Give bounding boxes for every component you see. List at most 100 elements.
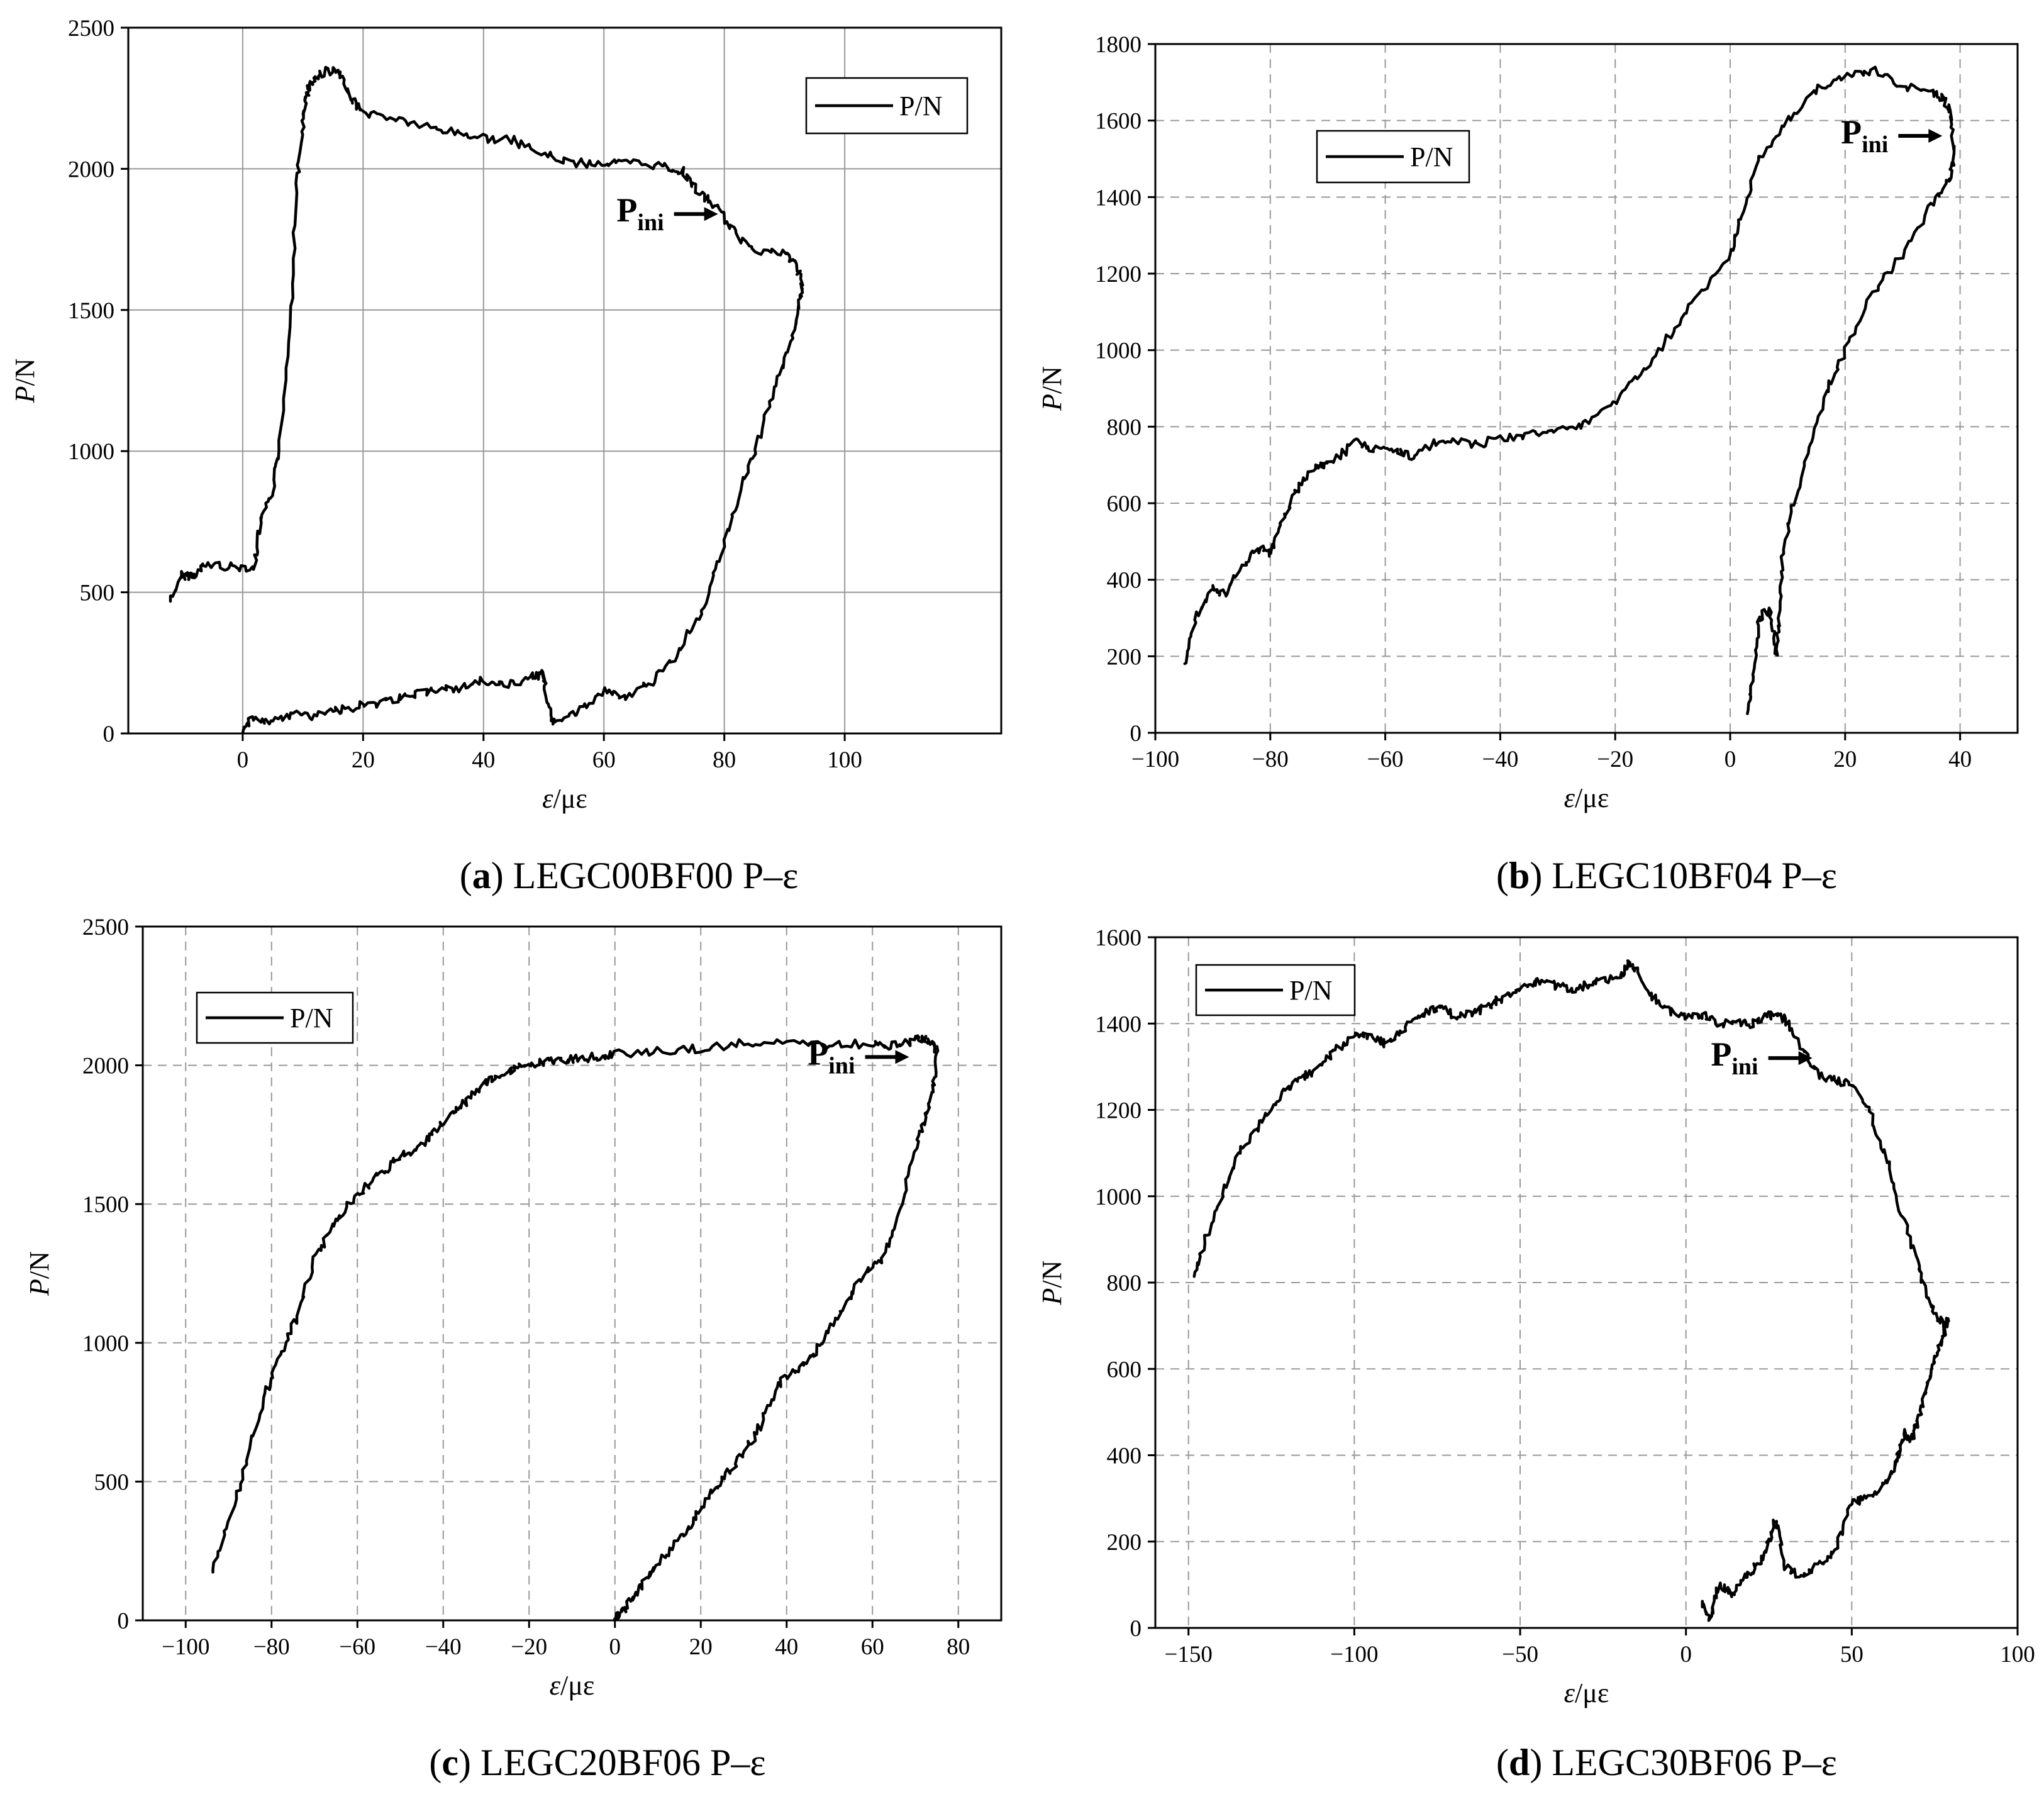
x-tick-label: −80 (253, 1634, 290, 1660)
y-axis-label: P/N (9, 359, 40, 404)
x-tick-label: 0 (237, 747, 249, 773)
annotation-label-main: P (1841, 113, 1862, 151)
caption-text: LEGC10BF04 P–ε (1552, 855, 1837, 896)
x-axis-label: ε/με (550, 1670, 595, 1701)
annotation-arrowhead (1928, 129, 1943, 143)
y-tick-label: 400 (1107, 1444, 1142, 1469)
y-axis-label-var: P (1036, 394, 1067, 411)
legend-label: P/N (1289, 975, 1332, 1006)
caption-paren-open: ( (1496, 855, 1509, 896)
y-tick-label: 0 (1130, 1616, 1142, 1642)
annotation-label-sub: ini (828, 1052, 855, 1079)
series-line-P-N (1192, 959, 1950, 1622)
panel-caption: (d) LEGC30BF06 P–ε (1496, 1742, 1837, 1783)
x-tick-label: 0 (609, 1634, 621, 1660)
x-tick-label: 80 (947, 1634, 970, 1660)
x-tick-label: 80 (713, 747, 736, 773)
y-tick-label: 1000 (1095, 1184, 1141, 1210)
annotation-label-sub: ini (1862, 131, 1888, 158)
annotation-label-main: P (808, 1034, 828, 1072)
legend-label: P/N (899, 91, 942, 121)
y-axis-label-var: P (9, 386, 40, 404)
series-line-P-N (211, 1034, 940, 1620)
y-tick-label: 1200 (1095, 262, 1141, 287)
x-tick-label: 40 (1948, 747, 1972, 772)
y-axis-label: P/N (1036, 366, 1067, 411)
x-tick-label: −100 (162, 1634, 209, 1660)
y-tick-label: 2000 (68, 157, 114, 182)
annotation-label-main: P (1711, 1035, 1731, 1073)
panel-caption: (a) LEGC00BF00 P–ε (460, 855, 799, 896)
y-tick-label: 1400 (1095, 1011, 1141, 1037)
y-tick-label: 2500 (82, 915, 129, 940)
caption-text: LEGC00BF00 P–ε (513, 855, 799, 896)
y-axis-label-unit: /N (24, 1251, 55, 1279)
caption-letter: c (442, 1742, 458, 1783)
y-axis-label-unit: /N (9, 359, 40, 386)
panel-caption: (b) LEGC10BF04 P–ε (1496, 855, 1837, 896)
y-axis-label: P/N (24, 1251, 55, 1296)
x-axis-label-var: ε (542, 783, 553, 814)
chart-panel-b: −100 −80 −60 −40 −20 0 20 400200400600800100012… (1036, 32, 2019, 896)
x-tick-label: 0 (1680, 1642, 1692, 1668)
annotation-label-sub: ini (1731, 1054, 1758, 1080)
legend-label: P/N (290, 1003, 333, 1033)
x-axis-label-unit: /με (560, 1670, 594, 1701)
caption-text: LEGC20BF06 P–ε (480, 1742, 766, 1783)
x-axis-label-var: ε (1564, 783, 1575, 813)
chart-panel-a: 0 20 40 60 80 10005001000150020002500ε/μεP/NP… (9, 16, 1003, 896)
y-tick-label: 400 (1107, 568, 1142, 594)
x-tick-label: 20 (689, 1634, 713, 1660)
caption-paren-open: ( (1496, 1742, 1509, 1783)
x-tick-label: 20 (1833, 747, 1857, 772)
y-tick-label: 600 (1107, 1357, 1142, 1383)
caption-paren-close: ) (1530, 1742, 1552, 1783)
x-tick-label: 100 (827, 747, 862, 773)
y-tick-label: 0 (1130, 721, 1142, 747)
y-tick-label: 1200 (1095, 1098, 1141, 1124)
annotation-label: Pini (808, 1034, 855, 1079)
y-axis-label-var: P (24, 1279, 55, 1296)
caption-letter: a (472, 855, 491, 896)
x-axis-label: ε/με (542, 783, 587, 814)
caption-paren-close: ) (1530, 855, 1552, 896)
y-tick-label: 1000 (82, 1331, 129, 1357)
x-tick-label: −60 (339, 1634, 375, 1660)
annotation-label-main: P (616, 191, 637, 229)
x-tick-label: −100 (1131, 747, 1179, 772)
y-tick-label: 2000 (82, 1054, 129, 1079)
annotation-label-sub: ini (637, 209, 664, 236)
y-tick-label: 1600 (1095, 925, 1141, 951)
x-tick-label: 20 (352, 747, 375, 773)
panel-caption: (c) LEGC20BF06 P–ε (429, 1742, 765, 1783)
y-tick-label: 600 (1107, 491, 1142, 517)
annotation-arrowhead (1798, 1051, 1813, 1066)
y-tick-label: 0 (118, 1608, 130, 1634)
caption-letter: d (1509, 1742, 1530, 1783)
y-tick-label: 1800 (1095, 32, 1141, 58)
x-tick-label: −60 (1367, 747, 1404, 772)
x-tick-label: −20 (1597, 747, 1633, 772)
x-tick-label: 100 (2000, 1642, 2035, 1668)
chart-panel-c: −100 −80 −60 −40 −20 0 20 40 60 80 0 500 1000 1500 200… (24, 915, 1003, 1783)
caption-paren-close: ) (491, 855, 513, 896)
x-tick-label: 60 (592, 747, 616, 773)
x-axis-label-unit: /με (1575, 1678, 1609, 1708)
y-tick-label: 1000 (1095, 338, 1141, 364)
annotation-label: Pini (616, 191, 664, 236)
y-tick-label: 800 (1107, 1271, 1142, 1296)
y-tick-label: 500 (94, 1469, 130, 1495)
y-axis-label-unit: /N (1036, 1261, 1067, 1288)
plot-frame (142, 925, 1003, 1622)
x-tick-label: 0 (1725, 747, 1736, 772)
y-tick-label: 1500 (68, 298, 114, 324)
caption-text: LEGC30BF06 P–ε (1552, 1742, 1837, 1783)
annotation-arrowhead (895, 1050, 909, 1064)
y-tick-label: 1400 (1095, 185, 1141, 211)
y-tick-label: 1600 (1095, 109, 1141, 135)
x-axis-label-var: ε (1564, 1678, 1575, 1708)
x-axis-label-var: ε (550, 1670, 561, 1701)
x-axis-label: ε/με (1564, 783, 1609, 813)
plot-frame (127, 26, 1003, 735)
caption-paren-close: ) (458, 1742, 480, 1783)
